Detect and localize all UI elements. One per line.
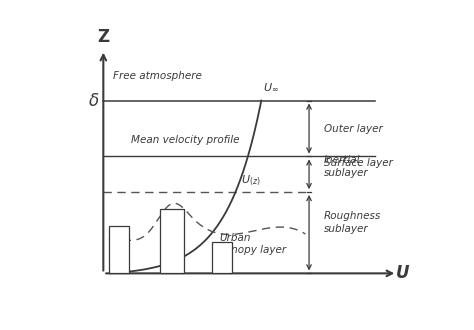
Text: Free atmosphere: Free atmosphere — [112, 71, 201, 82]
Text: $U_{(z)}$: $U_{(z)}$ — [241, 174, 261, 188]
Bar — [212, 242, 232, 273]
Text: Roughness
sublayer: Roughness sublayer — [324, 211, 381, 234]
Text: U: U — [396, 264, 410, 282]
Text: Z: Z — [97, 28, 109, 46]
Text: Urban
canopy layer: Urban canopy layer — [219, 233, 286, 255]
Text: Mean velocity profile: Mean velocity profile — [131, 135, 239, 145]
Text: Surface layer: Surface layer — [324, 158, 392, 168]
Bar — [160, 209, 184, 273]
Bar — [109, 226, 129, 273]
Text: $\delta$: $\delta$ — [89, 92, 100, 110]
Text: $U_{\infty}$: $U_{\infty}$ — [263, 81, 279, 93]
Text: Inertial
sublayer: Inertial sublayer — [324, 155, 368, 178]
Text: Outer layer: Outer layer — [324, 123, 383, 134]
